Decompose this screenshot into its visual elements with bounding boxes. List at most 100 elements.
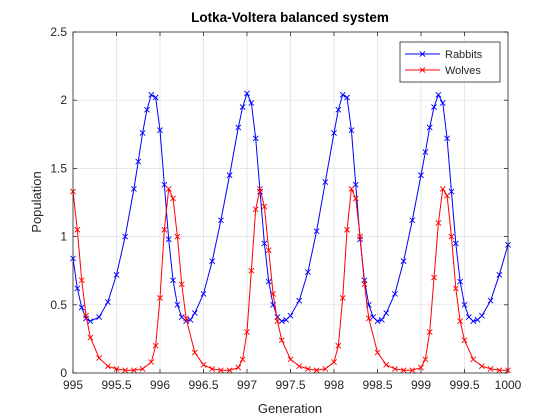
data-point	[439, 100, 446, 106]
y-tick-label: 1	[60, 230, 67, 244]
data-point	[170, 277, 176, 284]
data-point	[374, 349, 381, 356]
data-point	[418, 364, 424, 371]
data-point	[435, 91, 442, 98]
data-point	[478, 312, 485, 319]
data-point	[130, 185, 137, 192]
data-point	[365, 315, 372, 322]
data-point	[83, 312, 89, 319]
data-point	[461, 301, 468, 308]
plot-area: 995 995.5 996 996.5 997 997.5 998 998.5 999 999.5…	[50, 25, 521, 392]
data-point	[235, 364, 242, 371]
data-point	[431, 104, 437, 110]
data-point	[422, 149, 429, 155]
data-point	[452, 240, 459, 247]
data-point	[400, 367, 407, 374]
data-point	[78, 277, 85, 284]
data-point	[452, 285, 459, 292]
data-point	[409, 367, 416, 374]
data-point	[265, 247, 272, 254]
data-point	[122, 233, 129, 240]
data-point	[252, 206, 259, 213]
data-point	[87, 334, 94, 341]
data-point	[183, 318, 190, 325]
data-point	[74, 226, 81, 233]
data-point	[83, 315, 89, 322]
data-point	[339, 91, 346, 98]
data-point	[335, 342, 342, 349]
data-point	[344, 226, 350, 233]
series-rabbits	[70, 90, 511, 325]
data-point	[287, 356, 294, 363]
data-point	[248, 100, 255, 106]
data-point	[135, 158, 142, 165]
data-point	[130, 367, 137, 374]
x-tick-label: 995.5	[101, 378, 131, 392]
data-point	[357, 233, 364, 240]
data-point	[470, 356, 477, 363]
x-tick-label: 999.5	[449, 378, 479, 392]
data-point	[148, 91, 155, 98]
y-tick-label: 2	[60, 93, 67, 107]
data-point	[457, 278, 464, 285]
data-point	[348, 185, 355, 192]
data-point	[152, 94, 159, 101]
data-point	[331, 130, 337, 136]
data-point	[448, 233, 455, 240]
x-axis-label: Generation	[258, 401, 322, 416]
x-tick-label: 999	[411, 378, 431, 392]
legend-marker	[419, 67, 426, 73]
data-point	[431, 274, 437, 281]
data-point	[400, 258, 407, 265]
x-tick-label: 998.5	[362, 378, 392, 392]
data-point	[435, 220, 442, 226]
data-point	[348, 127, 355, 134]
data-point	[418, 172, 424, 179]
legend: Rabbits Wolves	[399, 41, 501, 83]
legend-marker	[419, 51, 426, 57]
data-point	[104, 299, 111, 305]
data-point	[361, 281, 368, 288]
data-point	[391, 365, 398, 372]
data-point	[496, 271, 503, 278]
data-point	[161, 226, 168, 233]
data-point	[187, 316, 194, 323]
data-point	[422, 356, 429, 363]
data-point	[426, 124, 433, 131]
data-point	[313, 228, 320, 235]
data-point	[391, 290, 398, 297]
data-point	[87, 318, 94, 325]
data-point	[174, 301, 181, 308]
data-point	[478, 363, 485, 370]
data-point	[217, 217, 224, 224]
data-point	[322, 179, 329, 185]
data-point	[235, 124, 242, 131]
data-point	[226, 172, 233, 179]
data-point	[278, 318, 285, 325]
data-point	[239, 356, 246, 363]
data-point	[270, 290, 277, 297]
data-point	[165, 185, 172, 192]
data-point	[487, 297, 494, 304]
data-point	[274, 318, 281, 325]
data-point	[139, 365, 146, 372]
data-point	[248, 267, 255, 274]
data-point	[383, 361, 390, 368]
data-point	[139, 130, 146, 136]
data-point	[217, 367, 224, 374]
data-point	[304, 365, 311, 372]
series-wolves	[70, 185, 511, 374]
data-point	[304, 269, 311, 275]
data-point	[374, 318, 381, 325]
data-point	[461, 337, 468, 344]
data-point	[296, 297, 303, 304]
data-point	[261, 203, 268, 210]
data-point	[257, 188, 263, 195]
tick-layer: 995 995.5 996 996.5 997 997.5 998 998.5 999 999.5…	[50, 25, 521, 392]
x-tick-label: 997	[237, 378, 257, 392]
data-point	[444, 192, 451, 199]
data-point	[470, 318, 477, 325]
data-point	[335, 106, 342, 113]
data-point	[278, 337, 285, 344]
data-point	[200, 361, 207, 368]
